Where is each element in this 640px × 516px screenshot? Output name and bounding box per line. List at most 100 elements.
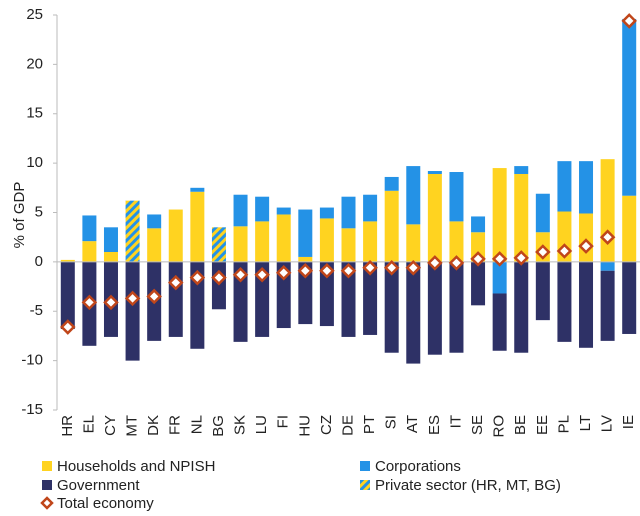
total-marker	[146, 288, 162, 305]
bar-segment	[384, 261, 399, 353]
x-tick-label: DK	[145, 415, 162, 436]
bar-segment	[319, 218, 334, 262]
bar-segment	[363, 221, 378, 262]
bar-segment	[255, 221, 270, 262]
legend-label: Total economy	[57, 495, 154, 512]
x-tick-label: LU	[253, 415, 270, 434]
bar-segment	[449, 172, 464, 222]
total-marker	[254, 266, 270, 283]
bar-segment	[233, 261, 248, 342]
total-marker	[232, 266, 249, 283]
legend-swatch	[360, 461, 370, 471]
x-tick-label: MT	[124, 415, 141, 437]
legend-swatch	[42, 480, 52, 490]
total-marker	[621, 13, 637, 29]
bar-segment	[427, 171, 442, 174]
bar-segment	[363, 261, 378, 335]
x-tick-label: PT	[361, 415, 378, 434]
x-tick-label: LT	[577, 415, 594, 431]
bar-segment	[190, 261, 205, 349]
bar-segment	[341, 261, 356, 337]
x-tick-label: EL	[80, 415, 97, 433]
bar-segment	[298, 256, 313, 262]
bar-segment	[406, 261, 421, 364]
bar-segment	[60, 259, 75, 262]
bar-segment	[233, 226, 248, 262]
x-tick-label: NL	[188, 415, 205, 434]
bar-segment	[535, 193, 550, 233]
legend-label: Private sector (HR, MT, BG)	[375, 477, 561, 494]
bar-segment	[276, 261, 291, 329]
bar-segment	[579, 213, 594, 262]
bar-segment	[125, 261, 140, 361]
total-marker	[427, 255, 443, 271]
bar-segment	[449, 261, 464, 353]
bar-segment	[147, 214, 162, 229]
bar-segment	[579, 261, 594, 348]
bar-segment	[168, 261, 183, 337]
x-tick-label: PL	[555, 415, 572, 433]
bar-segment	[600, 270, 615, 341]
bar-segment	[600, 261, 615, 271]
bar-segment	[427, 261, 442, 355]
legend-marker	[40, 496, 54, 510]
bar-segment	[233, 194, 248, 227]
bar-segment	[622, 261, 637, 334]
total-marker	[297, 262, 314, 279]
bar-segment	[492, 168, 507, 262]
x-tick-label: LV	[599, 415, 616, 432]
bar-segment	[384, 190, 399, 262]
y-tick-label: 0	[35, 253, 43, 270]
bar-segment	[622, 195, 637, 262]
bar-segment	[147, 228, 162, 262]
bar-segment	[514, 166, 529, 174]
x-tick-label: FR	[167, 415, 184, 435]
bar-segment	[276, 207, 291, 215]
bar-segment	[319, 261, 334, 327]
bar-segment	[406, 166, 421, 225]
bar-segment	[579, 161, 594, 214]
x-tick-label: EE	[534, 415, 551, 435]
y-axis-label: % of GDP	[11, 182, 28, 249]
bar-segment	[125, 200, 140, 262]
total-marker	[448, 255, 465, 271]
total-marker	[167, 274, 184, 291]
total-marker	[578, 238, 594, 254]
bar-segment	[60, 261, 75, 330]
y-tick-label: -15	[21, 401, 43, 418]
x-tick-label: BG	[210, 415, 227, 437]
bar-segment	[255, 261, 270, 337]
legend-label: Households and NPISH	[57, 458, 215, 475]
legend-swatch	[360, 480, 370, 490]
bar-segment	[492, 261, 507, 294]
x-tick-label: SK	[232, 415, 249, 435]
bar-segment	[449, 221, 464, 262]
bar-segment	[514, 261, 529, 353]
x-tick-label: HU	[296, 415, 313, 437]
y-tick-label: 20	[26, 55, 43, 72]
bar-segment	[406, 224, 421, 262]
y-tick-label: 5	[35, 203, 43, 220]
bar-segment	[319, 207, 334, 219]
bar-segment	[276, 214, 291, 262]
total-marker	[124, 290, 141, 307]
x-tick-label: IE	[620, 415, 637, 429]
bar-segment	[298, 261, 313, 325]
bar-segment	[82, 241, 97, 262]
total-marker	[319, 262, 335, 279]
bar-segment	[535, 261, 550, 321]
total-marker	[383, 260, 400, 276]
bar-segment	[622, 18, 637, 196]
bar-segment	[190, 187, 205, 192]
bar-segment	[82, 215, 97, 242]
total-marker	[362, 260, 378, 276]
bar-segment	[341, 228, 356, 262]
total-marker	[405, 260, 422, 276]
bar-segment	[211, 227, 226, 262]
total-marker	[535, 244, 551, 260]
x-tick-label: DE	[339, 415, 356, 436]
total-marker	[599, 229, 616, 245]
total-marker	[103, 294, 119, 311]
bar-segment	[492, 293, 507, 351]
